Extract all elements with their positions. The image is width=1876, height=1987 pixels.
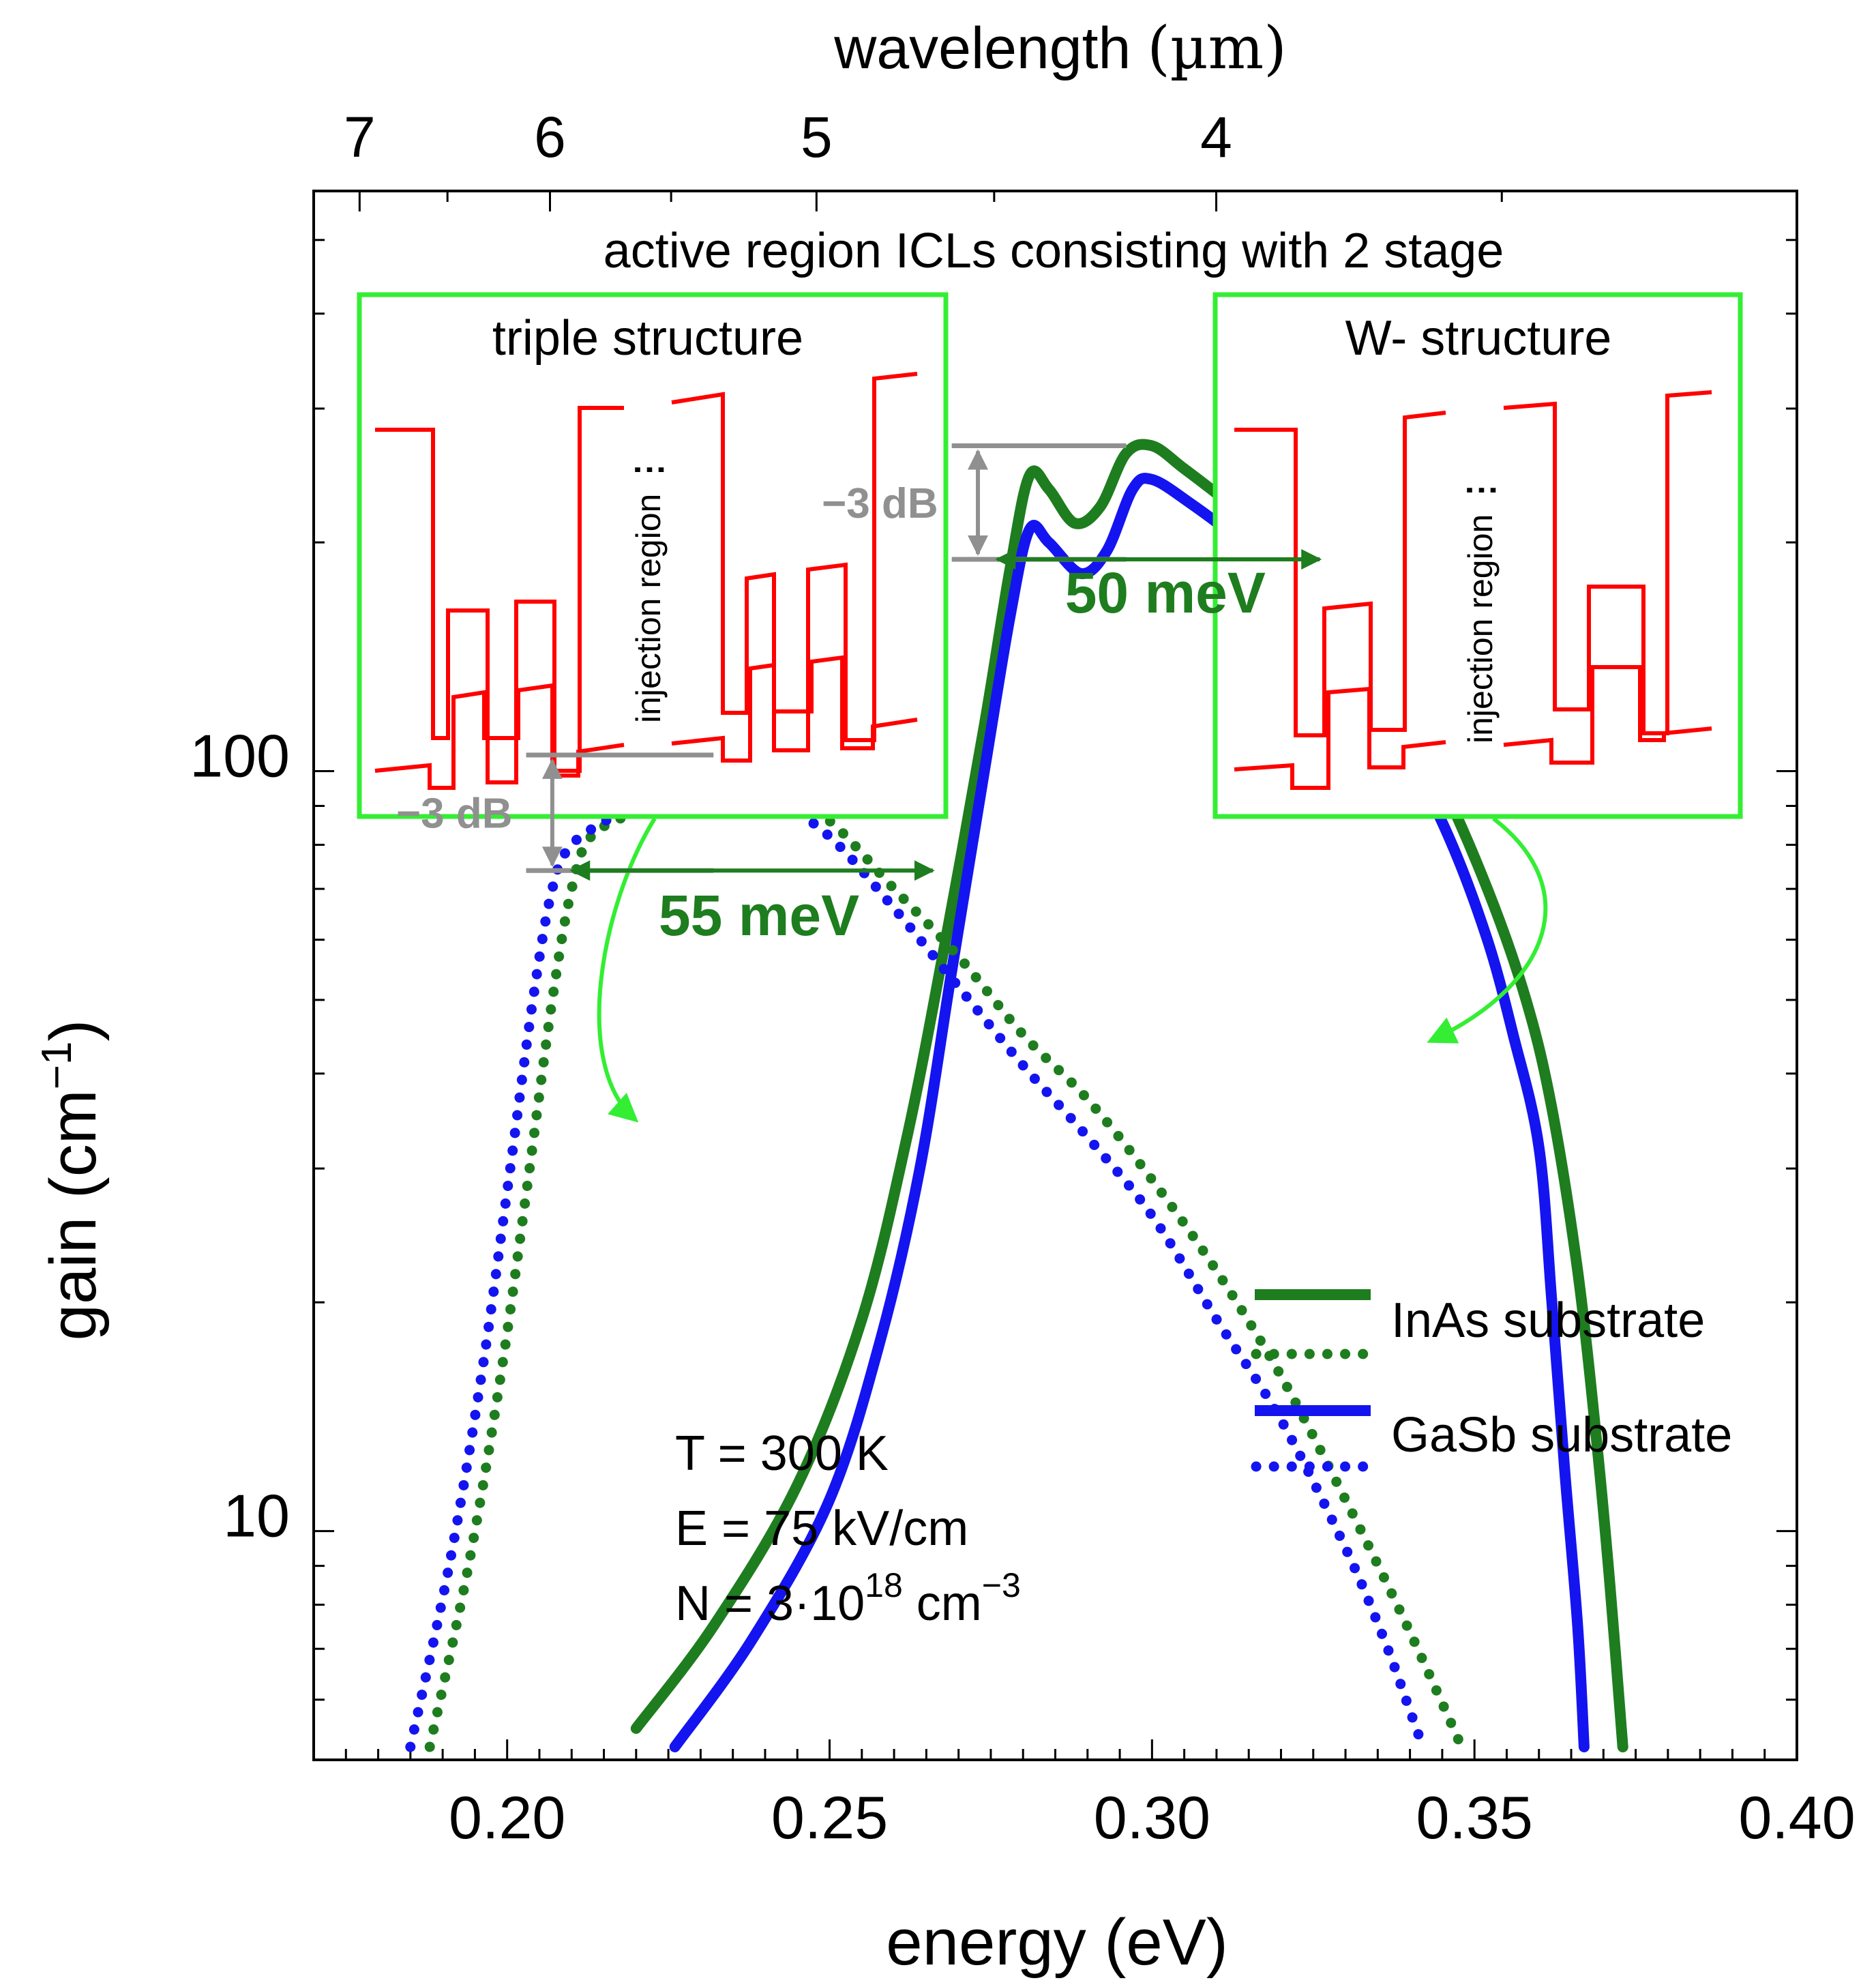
y-tick-label: 10 bbox=[223, 1482, 290, 1550]
legend: InAs substrate GaSb substrate bbox=[1251, 1289, 1732, 1472]
x-tick-label: 0.40 bbox=[1738, 1784, 1855, 1851]
w-valence-band-right bbox=[1503, 665, 1712, 765]
w-conduction-band-left bbox=[1234, 411, 1446, 737]
top-axis-title: wavelength (µm) bbox=[833, 14, 1287, 83]
x-tick-label: 0.35 bbox=[1416, 1784, 1533, 1851]
condition-field: E = 75 kV/cm bbox=[675, 1501, 968, 1556]
w-structure-inset: W- structure injection region⋮ bbox=[1212, 292, 1743, 819]
x-axis-title: energy (eV) bbox=[886, 1906, 1228, 1979]
triple-inset-frame bbox=[357, 292, 949, 819]
series-line-2 bbox=[669, 473, 1590, 1752]
top-tick-label: 6 bbox=[534, 105, 566, 169]
legend-label-gasb: GaSb substrate bbox=[1391, 1408, 1732, 1462]
series-line-1 bbox=[630, 439, 1628, 1752]
width-label-left: 55 meV bbox=[659, 883, 859, 947]
annotations: −3 dB −3 dB 55 meV 50 meV bbox=[396, 443, 1322, 947]
triple-conduction-band-right bbox=[671, 372, 918, 752]
w-injection-region-label: injection region⋮ bbox=[1461, 473, 1500, 744]
triple-structure-inset: triple structure injection region⋮ bbox=[357, 292, 949, 819]
w-valence-band-left bbox=[1234, 686, 1446, 790]
width-label-right: 50 meV bbox=[1065, 561, 1266, 625]
x-tick-label: 0.30 bbox=[1094, 1784, 1210, 1851]
axis-ticks: 0.20 0.25 0.30 0.35 0.40 10 100 7 6 5 4 bbox=[190, 105, 1855, 1851]
data-series bbox=[405, 439, 1628, 1752]
condition-density: N = 3·1018 cm−3 bbox=[675, 1566, 1021, 1631]
y-axis-title: gain (cm−1) bbox=[33, 1020, 110, 1341]
top-tick-label: 7 bbox=[344, 105, 376, 169]
top-tick-label: 5 bbox=[801, 105, 833, 169]
triple-pointer-arrow bbox=[597, 817, 657, 1123]
x-tick-label: 0.20 bbox=[449, 1784, 565, 1851]
w-pointer-arrow bbox=[1427, 816, 1548, 1044]
top-tick-label: 4 bbox=[1200, 105, 1232, 169]
conditions-block: T = 300 K E = 75 kV/cm N = 3·1018 cm−3 bbox=[675, 1426, 1021, 1631]
w-inset-title: W- structure bbox=[1345, 311, 1612, 366]
triple-injection-region-label: injection region⋮ bbox=[629, 453, 668, 723]
series-line-4 bbox=[405, 750, 1428, 1752]
db-label-left: −3 dB bbox=[396, 791, 513, 838]
x-tick-label: 0.25 bbox=[771, 1784, 888, 1851]
triple-inset-title: triple structure bbox=[492, 311, 803, 366]
condition-temperature: T = 300 K bbox=[675, 1426, 889, 1481]
y-tick-label: 100 bbox=[190, 722, 290, 790]
db-label-right: −3 dB bbox=[822, 480, 938, 527]
chart-title: active region ICLs consisting with 2 sta… bbox=[604, 224, 1504, 278]
plot-frame bbox=[312, 190, 1798, 1761]
triple-valence-band-right bbox=[671, 655, 918, 763]
series-line-3 bbox=[424, 750, 1467, 1752]
legend-label-inas: InAs substrate bbox=[1391, 1293, 1705, 1348]
triple-valence-band-left bbox=[374, 683, 625, 790]
w-conduction-band-right bbox=[1503, 390, 1712, 735]
triple-conduction-band-left bbox=[375, 406, 624, 784]
